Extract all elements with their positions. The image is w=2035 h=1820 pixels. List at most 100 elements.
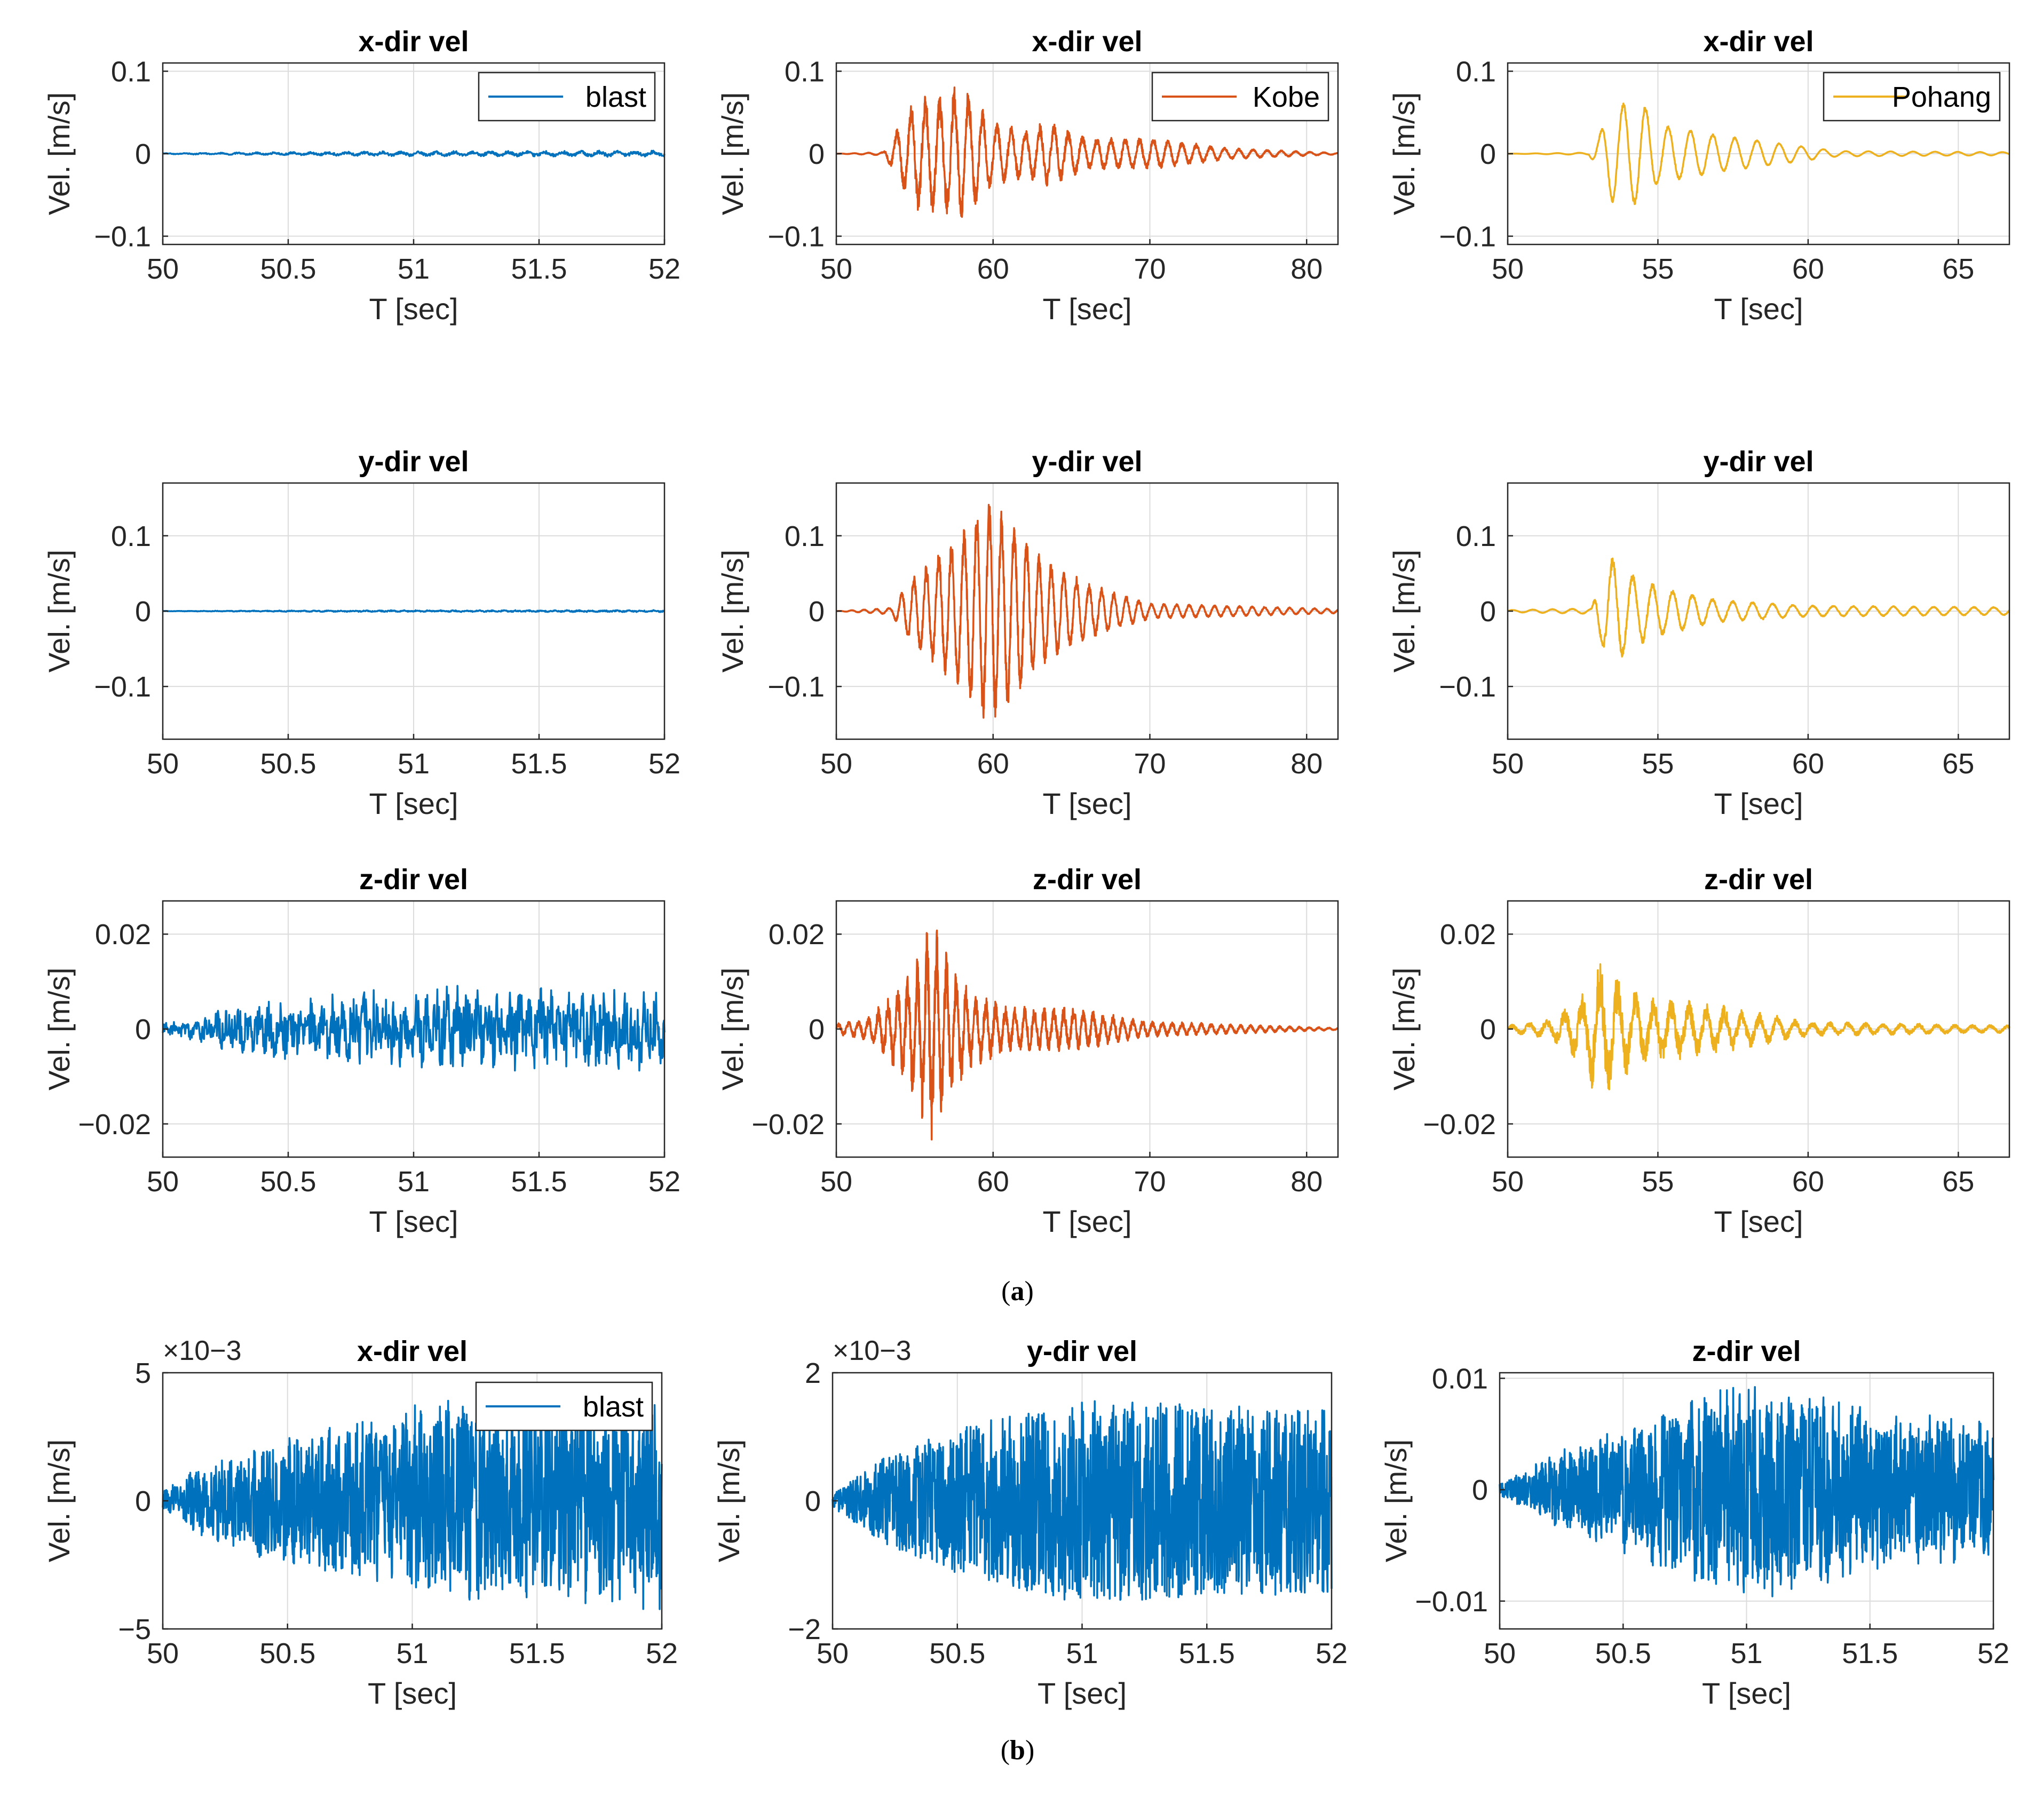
x-tick-label: 51 bbox=[398, 253, 430, 285]
y-axis-label: Vel. [m/s] bbox=[716, 550, 749, 672]
x-tick-label: 65 bbox=[1942, 253, 1974, 285]
x-tick-label: 52 bbox=[648, 748, 680, 780]
x-tick-label: 50 bbox=[817, 1637, 849, 1669]
y-axis-label: Vel. [m/s] bbox=[1387, 92, 1421, 215]
y-tick-label: −0.1 bbox=[94, 671, 151, 703]
x-tick-label: 52 bbox=[648, 253, 680, 285]
series-line-blast bbox=[162, 149, 666, 158]
x-axis-label: T [sec] bbox=[369, 1205, 458, 1238]
chart-title: x-dir vel bbox=[1703, 26, 1814, 58]
x-tick-label: 51.5 bbox=[511, 253, 567, 285]
x-tick-label: 60 bbox=[1792, 748, 1824, 780]
x-tick-label: 50.5 bbox=[260, 253, 316, 285]
x-tick-label: 50.5 bbox=[260, 748, 316, 780]
series-line-blast bbox=[162, 609, 665, 613]
y-axis-label: Vel. [m/s] bbox=[716, 968, 749, 1090]
y-tick-label: −0.02 bbox=[78, 1109, 151, 1141]
y-tick-label: −0.1 bbox=[767, 671, 825, 703]
y-tick-label: 0 bbox=[135, 1014, 151, 1046]
series-line-blast bbox=[162, 985, 666, 1072]
legend: blast bbox=[475, 1381, 653, 1431]
x-axis-label: T [sec] bbox=[1714, 292, 1803, 326]
chart-b1: 50 50.5 51 51.5 52 −5 0 5 x-dir vel T [sec] Vel. [… bbox=[42, 1335, 678, 1710]
chart-a33: 50 55 60 65 −0.02 0 0.02 z-dir vel T [sec] Vel. [… bbox=[1387, 864, 2010, 1238]
x-tick-label: 50 bbox=[820, 253, 852, 285]
y-tick-label: 0 bbox=[1480, 1014, 1496, 1046]
y-tick-label: 0.1 bbox=[1456, 56, 1496, 88]
y-tick-label: 0.1 bbox=[785, 56, 825, 88]
x-tick-label: 50.5 bbox=[260, 1166, 316, 1198]
chart-title: y-dir vel bbox=[358, 446, 469, 478]
y-tick-label: −0.1 bbox=[94, 221, 151, 253]
y-tick-label: 0 bbox=[135, 1485, 151, 1517]
x-tick-label: 51.5 bbox=[511, 748, 567, 780]
x-tick-label: 70 bbox=[1134, 1166, 1166, 1198]
x-tick-label: 50 bbox=[147, 253, 179, 285]
x-tick-label: 55 bbox=[1642, 253, 1674, 285]
x-tick-label: 51 bbox=[398, 748, 430, 780]
legend: Pohang bbox=[1823, 72, 2001, 122]
y-tick-label: 0 bbox=[809, 1014, 825, 1046]
y-tick-label: −0.1 bbox=[767, 221, 825, 253]
y-tick-label: 0.02 bbox=[769, 919, 825, 951]
y-tick-label: 0.1 bbox=[111, 56, 151, 88]
x-tick-label: 50.5 bbox=[1595, 1637, 1651, 1669]
y-tick-label: 0.02 bbox=[1440, 919, 1496, 951]
x-tick-label: 60 bbox=[1792, 1166, 1824, 1198]
x-tick-label: 52 bbox=[646, 1637, 678, 1669]
x-tick-label: 65 bbox=[1942, 748, 1974, 780]
x-tick-label: 60 bbox=[977, 1166, 1009, 1198]
x-tick-label: 51.5 bbox=[1842, 1637, 1898, 1669]
y-axis-label: Vel. [m/s] bbox=[1387, 968, 1421, 1090]
x-tick-label: 50 bbox=[1492, 748, 1524, 780]
x-tick-label: 80 bbox=[1290, 1166, 1323, 1198]
x-tick-label: 50 bbox=[1492, 1166, 1524, 1198]
x-tick-label: 55 bbox=[1642, 1166, 1674, 1198]
y-tick-label: 0.01 bbox=[1432, 1363, 1488, 1395]
chart-b3: 50 50.5 51 51.5 52 −0.01 0 0.01 z-dir vel T [sec]… bbox=[1379, 1335, 2009, 1710]
legend: blast bbox=[478, 72, 656, 122]
x-tick-label: 70 bbox=[1134, 253, 1166, 285]
y-tick-label: 0 bbox=[1472, 1474, 1488, 1506]
chart-a31: 50 50.5 51 51.5 52 −0.02 0 0.02 z-dir vel T [sec]… bbox=[42, 864, 680, 1238]
legend-label: Kobe bbox=[1253, 81, 1320, 113]
y-tick-label: 2 bbox=[805, 1357, 821, 1389]
y-tick-label: 0 bbox=[809, 138, 825, 170]
x-tick-label: 80 bbox=[1290, 253, 1323, 285]
series-line-kobe bbox=[835, 929, 1339, 1141]
x-axis-label: T [sec] bbox=[1042, 787, 1131, 820]
x-tick-label: 52 bbox=[1316, 1637, 1348, 1669]
chart-title: z-dir vel bbox=[1692, 1335, 1801, 1367]
panel-b-caption: (b) bbox=[1000, 1735, 1035, 1766]
chart-title: y-dir vel bbox=[1027, 1335, 1137, 1367]
x-tick-label: 51 bbox=[1066, 1637, 1098, 1669]
x-axis-label: T [sec] bbox=[1702, 1676, 1791, 1710]
y-tick-label: 0.1 bbox=[1456, 520, 1496, 552]
legend: Kobe bbox=[1151, 72, 1329, 122]
y-tick-label: 5 bbox=[135, 1357, 151, 1389]
chart-title: z-dir vel bbox=[1704, 864, 1813, 896]
x-tick-label: 51 bbox=[1730, 1637, 1762, 1669]
x-axis-label: T [sec] bbox=[1038, 1676, 1127, 1710]
x-tick-label: 52 bbox=[1977, 1637, 2009, 1669]
x-axis-label: T [sec] bbox=[1714, 787, 1803, 820]
y-tick-label: 0 bbox=[135, 596, 151, 628]
y-tick-label: 0 bbox=[1480, 596, 1496, 628]
chart-title: z-dir vel bbox=[1033, 864, 1142, 896]
chart-title: y-dir vel bbox=[1703, 446, 1814, 478]
x-tick-label: 50.5 bbox=[929, 1637, 985, 1669]
x-tick-label: 60 bbox=[1792, 253, 1824, 285]
chart-title: x-dir vel bbox=[357, 1335, 468, 1367]
chart-a22: 50 60 70 80 −0.1 0 0.1 y-dir vel T [sec] Vel. [m/… bbox=[716, 446, 1339, 820]
x-tick-label: 51.5 bbox=[511, 1166, 567, 1198]
series-line-blast bbox=[832, 1400, 1333, 1601]
y-tick-label: 0 bbox=[1480, 138, 1496, 170]
y-axis-label: Vel. [m/s] bbox=[42, 1439, 76, 1562]
y-tick-label: 0.1 bbox=[785, 520, 825, 552]
series-line-blast bbox=[162, 1393, 663, 1610]
y-axis-label: Vel. [m/s] bbox=[712, 1439, 746, 1562]
y-exponent-label: ×10−3 bbox=[163, 1335, 242, 1366]
x-axis-label: T [sec] bbox=[1042, 1205, 1131, 1238]
y-axis-label: Vel. [m/s] bbox=[42, 550, 76, 672]
